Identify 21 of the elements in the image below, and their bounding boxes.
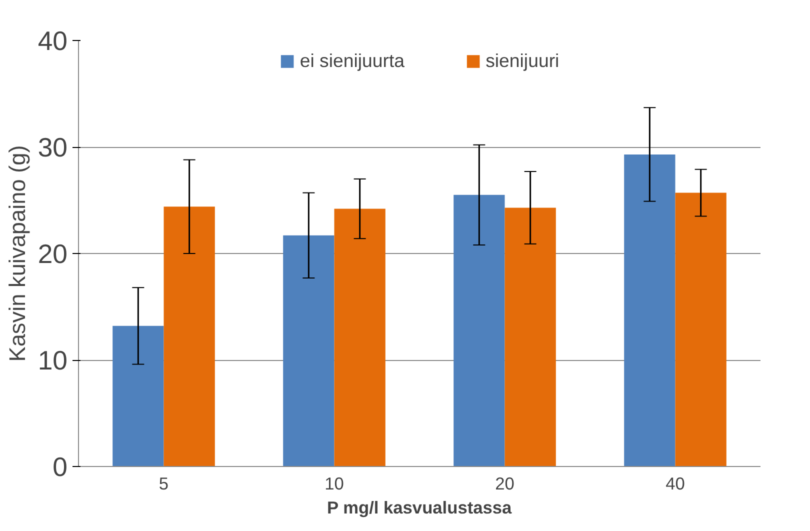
x-tick-label: 20 [495,474,514,494]
bar [164,206,215,466]
x-tick-label: 40 [666,474,685,494]
bar [675,192,726,466]
x-axis-title: P mg/l kasvualustassa [327,498,512,518]
legend-label: ei sienijuurta [300,50,405,72]
bar [504,208,556,466]
y-tick-label: 40 [38,26,68,56]
bar [624,154,676,466]
y-tick-label: 30 [38,132,68,162]
y-tick-label: 0 [52,452,68,482]
bar [112,326,164,466]
legend-label: sienijuuri [486,50,560,72]
bar [454,194,505,466]
x-tick-label: 10 [324,474,344,494]
x-tick-label: 5 [158,474,169,494]
y-tick-label: 20 [38,239,68,269]
y-axis-title: Kasvin kuivapaino (g) [4,145,30,362]
bar [283,235,334,466]
y-tick-label: 10 [38,346,68,376]
bar [334,208,386,466]
